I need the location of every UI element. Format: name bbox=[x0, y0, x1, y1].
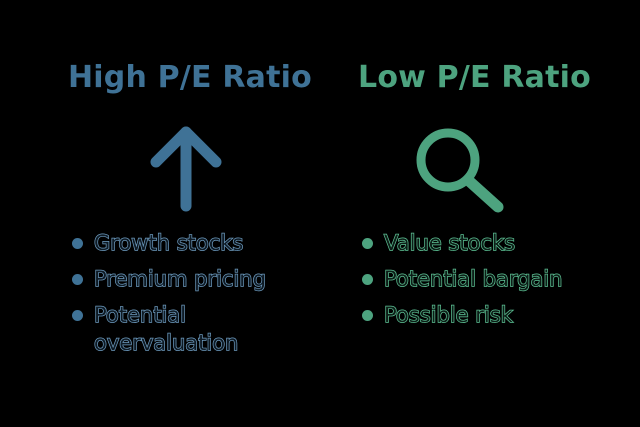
bullet-text: Premium pricing bbox=[93, 266, 266, 291]
bullet-text: Potential bargain bbox=[383, 266, 563, 291]
list-item: Value stocks bbox=[358, 229, 630, 257]
bullet-text: Possible risk bbox=[383, 302, 513, 327]
high-pe-list: Growth stocks Premium pricing Potential … bbox=[68, 229, 330, 365]
bullet-text: Growth stocks bbox=[93, 230, 244, 255]
low-pe-list: Value stocks Potential bargain Possible … bbox=[358, 229, 630, 337]
bullet-dot bbox=[362, 310, 373, 321]
bullet-dot bbox=[72, 238, 83, 249]
low-pe-panel: Low P/E Ratio Value stocks Potential bar… bbox=[340, 0, 640, 427]
high-pe-title: High P/E Ratio bbox=[68, 60, 312, 95]
bullet-dot bbox=[362, 238, 373, 249]
bullet-dot bbox=[72, 274, 83, 285]
arrow-up-icon bbox=[150, 126, 222, 212]
high-pe-panel: High P/E Ratio Growth stocks Premium pri… bbox=[68, 60, 330, 365]
low-pe-title: Low P/E Ratio bbox=[358, 60, 591, 95]
list-item: Possible risk bbox=[358, 301, 630, 329]
bullet-text: Potential overvaluation bbox=[93, 302, 239, 355]
list-item: Potential overvaluation bbox=[68, 301, 330, 357]
list-item: Growth stocks bbox=[68, 229, 330, 257]
bullet-dot bbox=[72, 310, 83, 321]
list-item: Premium pricing bbox=[68, 265, 330, 293]
list-item: Potential bargain bbox=[358, 265, 630, 293]
bullet-text: Value stocks bbox=[383, 230, 516, 255]
magnifying-glass-icon bbox=[416, 128, 504, 213]
bullet-dot bbox=[362, 274, 373, 285]
